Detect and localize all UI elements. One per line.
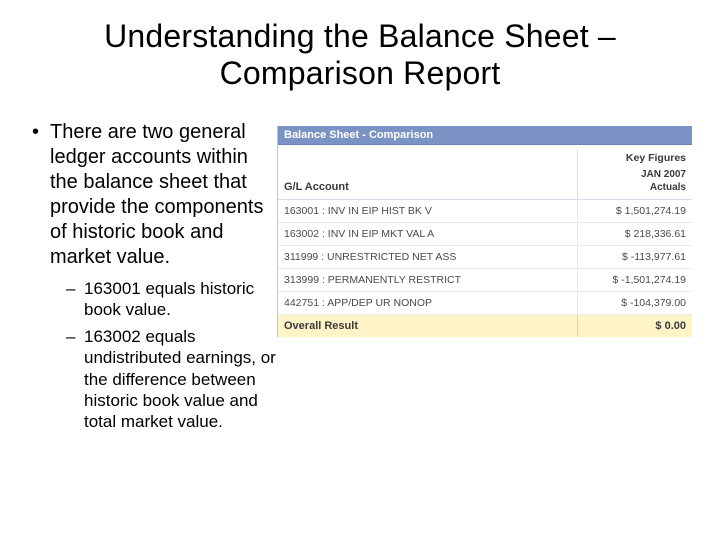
dash-marker: – bbox=[66, 326, 84, 347]
figures-column-header: Key Figures JAN 2007 Actuals bbox=[577, 149, 692, 200]
account-cell: 163001 : INV IN EIP HIST BK V bbox=[278, 200, 577, 222]
table-row: 442751 : APP/DEP UR NONOP $ -104,379.00 bbox=[278, 292, 692, 315]
value-cell: $ -113,977.61 bbox=[577, 246, 692, 268]
slide: Understanding the Balance Sheet – Compar… bbox=[0, 0, 720, 540]
bullet-marker: • bbox=[32, 120, 50, 145]
account-cell: 313999 : PERMANENTLY RESTRICT bbox=[278, 269, 577, 291]
sub-bullet-text: 163001 equals historic book value. bbox=[84, 278, 277, 321]
basis-label: Actuals bbox=[584, 181, 686, 195]
bullet-item: • There are two general ledger accounts … bbox=[32, 120, 277, 270]
table-row: 311999 : UNRESTRICTED NET ASS $ -113,977… bbox=[278, 246, 692, 269]
table-row: 313999 : PERMANENTLY RESTRICT $ -1,501,2… bbox=[278, 269, 692, 292]
total-label: Overall Result bbox=[278, 315, 577, 337]
value-cell: $ -1,501,274.19 bbox=[577, 269, 692, 291]
table-row: 163002 : INV IN EIP MKT VAL A $ 218,336.… bbox=[278, 223, 692, 246]
total-row: Overall Result $ 0.00 bbox=[278, 315, 692, 337]
sub-bullet-item: – 163001 equals historic book value. bbox=[66, 278, 277, 321]
bullet-text: There are two general ledger accounts wi… bbox=[50, 120, 277, 270]
dash-marker: – bbox=[66, 278, 84, 299]
total-value: $ 0.00 bbox=[577, 315, 692, 337]
period-label: JAN 2007 bbox=[584, 168, 686, 182]
account-cell: 442751 : APP/DEP UR NONOP bbox=[278, 292, 577, 314]
table-row: 163001 : INV IN EIP HIST BK V $ 1,501,27… bbox=[278, 200, 692, 223]
sub-bullet-item: – 163002 equals undistributed earnings, … bbox=[66, 326, 277, 432]
key-figures-label: Key Figures bbox=[584, 151, 686, 165]
text-column: • There are two general ledger accounts … bbox=[28, 120, 277, 439]
value-cell: $ 218,336.61 bbox=[577, 223, 692, 245]
account-cell: 163002 : INV IN EIP MKT VAL A bbox=[278, 223, 577, 245]
slide-title: Understanding the Balance Sheet – Compar… bbox=[28, 18, 692, 92]
balance-sheet-report: Balance Sheet - Comparison G/L Account K… bbox=[277, 126, 692, 337]
column-header-row: G/L Account Key Figures JAN 2007 Actuals bbox=[278, 149, 692, 200]
value-cell: $ -104,379.00 bbox=[577, 292, 692, 314]
report-column: Balance Sheet - Comparison G/L Account K… bbox=[277, 120, 692, 439]
sub-bullet-list: – 163001 equals historic book value. – 1… bbox=[32, 278, 277, 433]
account-cell: 311999 : UNRESTRICTED NET ASS bbox=[278, 246, 577, 268]
value-cell: $ 1,501,274.19 bbox=[577, 200, 692, 222]
account-column-header: G/L Account bbox=[278, 149, 577, 200]
sub-bullet-text: 163002 equals undistributed earnings, or… bbox=[84, 326, 277, 432]
content-area: • There are two general ledger accounts … bbox=[28, 120, 692, 439]
report-title-bar: Balance Sheet - Comparison bbox=[278, 126, 692, 145]
